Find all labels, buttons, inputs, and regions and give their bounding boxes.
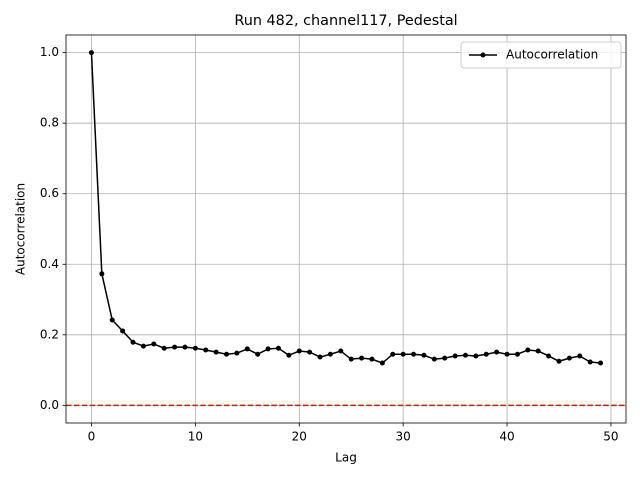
data-point <box>161 345 167 351</box>
data-point <box>203 347 209 353</box>
x-tick-label: 10 <box>188 430 203 444</box>
y-tick-label: 0.8 <box>40 116 59 130</box>
data-point <box>462 352 468 358</box>
x-tick-label: 0 <box>88 430 96 444</box>
data-point <box>234 350 240 356</box>
data-point <box>566 355 572 361</box>
data-point <box>213 349 219 355</box>
data-point <box>182 344 188 350</box>
x-tick-label: 40 <box>499 430 514 444</box>
y-tick-label: 1.0 <box>40 45 59 59</box>
y-tick-label: 0.4 <box>40 257 59 271</box>
data-point <box>286 352 292 358</box>
data-point <box>369 356 375 362</box>
data-point <box>255 351 261 357</box>
data-point <box>130 339 136 345</box>
data-point <box>172 344 178 350</box>
legend-label: Autocorrelation <box>506 48 598 62</box>
data-point <box>296 348 302 354</box>
data-point <box>400 351 406 357</box>
data-point <box>525 347 531 353</box>
data-point <box>535 348 541 354</box>
data-point <box>338 348 344 354</box>
data-point <box>483 351 489 357</box>
y-tick-label: 0.6 <box>40 186 59 200</box>
data-point <box>421 352 427 358</box>
data-point <box>140 343 146 349</box>
data-point <box>151 341 157 347</box>
chart-title: Run 482, channel117, Pedestal <box>234 13 457 29</box>
x-tick-label: 30 <box>396 430 411 444</box>
legend-box <box>460 41 622 69</box>
y-tick-label: 0.0 <box>40 398 59 412</box>
data-point <box>494 349 500 355</box>
x-axis-label: Lag <box>335 451 357 465</box>
data-point <box>442 355 448 361</box>
data-line <box>90 52 601 364</box>
y-axis-label: Autocorrelation <box>14 183 28 275</box>
data-point <box>577 353 583 359</box>
y-tick-label: 0.2 <box>40 327 59 341</box>
data-point <box>244 346 250 352</box>
data-point <box>317 354 323 360</box>
data-point <box>598 360 604 366</box>
axes-frame <box>65 34 627 424</box>
data-point <box>452 353 458 359</box>
data-point <box>265 346 271 352</box>
data-point <box>88 50 94 56</box>
data-point <box>99 271 105 277</box>
data-point <box>379 360 385 366</box>
data-point <box>514 351 520 357</box>
data-point <box>546 353 552 359</box>
data-point <box>411 351 417 357</box>
data-point <box>275 345 281 351</box>
data-point <box>348 356 354 362</box>
x-tick-label: 20 <box>292 430 307 444</box>
x-tick-label: 50 <box>603 430 618 444</box>
data-point <box>192 345 198 351</box>
data-point <box>327 351 333 357</box>
data-point <box>556 358 562 364</box>
data-point <box>390 351 396 357</box>
data-point <box>359 355 365 361</box>
data-point <box>120 328 126 334</box>
data-point <box>224 351 230 357</box>
data-point <box>431 356 437 362</box>
data-point <box>473 353 479 359</box>
data-point <box>504 351 510 357</box>
data-point <box>587 359 593 365</box>
data-point <box>109 317 115 323</box>
legend-marker <box>480 52 486 58</box>
data-point <box>307 349 313 355</box>
